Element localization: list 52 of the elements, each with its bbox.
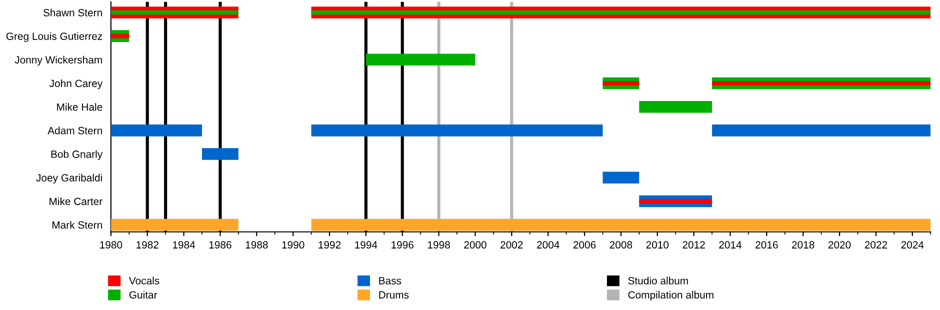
- bar: [639, 199, 712, 204]
- x-tick-label: 2022: [864, 241, 888, 249]
- bar: [602, 81, 640, 86]
- x-tick-label: 2008: [610, 241, 632, 249]
- bar: [110, 124, 202, 136]
- x-tick-label: 2010: [646, 241, 669, 249]
- legend-label: Studio album: [628, 276, 688, 284]
- bar: [366, 54, 476, 66]
- x-tick-label: 1982: [136, 241, 158, 249]
- legend-label: Vocals: [128, 276, 160, 284]
- x-tick-label: 1986: [209, 241, 232, 249]
- y-tick-label: Shawn Stern: [43, 8, 102, 16]
- legend-label: Drums: [379, 291, 409, 299]
- bar: [712, 124, 931, 136]
- y-tick-label: Adam Stern: [48, 126, 102, 134]
- y-tick-label: Greg Louis Gutierrez: [6, 32, 102, 42]
- x-tick-label: 2002: [500, 241, 523, 249]
- bar: [311, 124, 603, 136]
- x-tick-label: 2020: [828, 241, 851, 249]
- x-tick-label: 2024: [901, 241, 924, 249]
- x-tick-label: 1988: [246, 241, 268, 249]
- x-tick-label: 1980: [100, 241, 122, 249]
- y-tick-label: Joey Garibaldi: [36, 174, 102, 184]
- legend-label: Guitar: [129, 290, 158, 299]
- y-tick-label: Mike Carter: [50, 197, 102, 206]
- y-tick-label: John Carey: [49, 79, 103, 90]
- y-tick-label: Jonny Wickersham: [14, 56, 102, 66]
- x-tick-label: 2012: [682, 241, 705, 249]
- x-tick-label: 2004: [537, 241, 560, 249]
- x-tick-label: 1984: [172, 241, 196, 249]
- x-tick-label: 2018: [792, 241, 814, 249]
- x-tick-label: 1992: [318, 241, 341, 249]
- x-tick-label: 1990: [282, 241, 304, 249]
- x-tick-label: 1998: [428, 241, 450, 249]
- legend-label: Compilation album: [628, 290, 714, 301]
- bar: [602, 172, 640, 184]
- x-tick-label: 2006: [573, 241, 596, 249]
- x-tick-label: 2016: [756, 241, 778, 249]
- x-tick-label: 1996: [392, 241, 414, 249]
- bar: [311, 218, 931, 231]
- bar: [639, 100, 712, 113]
- y-tick-label: Mark Stern: [52, 221, 102, 229]
- bar: [110, 34, 130, 38]
- legend-label: Bass: [379, 277, 402, 284]
- x-tick-label: 2014: [719, 241, 742, 249]
- x-tick-label: 2000: [464, 241, 486, 249]
- bar: [110, 218, 238, 231]
- bar: [202, 148, 238, 160]
- x-tick-label: 1994: [355, 241, 378, 249]
- bar: [712, 81, 931, 86]
- y-tick-label: Mike Hale: [57, 103, 102, 111]
- y-tick-label: Bob Gnarly: [51, 150, 103, 160]
